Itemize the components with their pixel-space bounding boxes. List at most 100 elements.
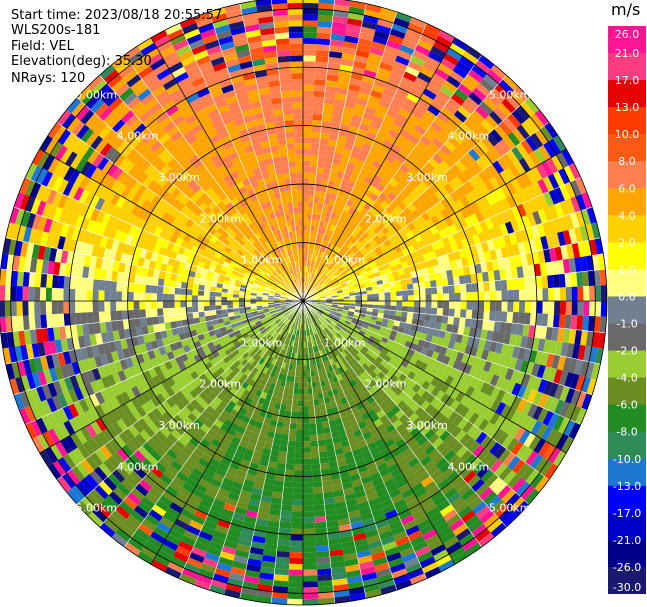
velocity-gate [548, 397, 560, 413]
velocity-gate [329, 39, 345, 47]
velocity-gate [308, 335, 312, 342]
velocity-gate [515, 105, 531, 121]
velocity-gate [225, 534, 240, 544]
velocity-gate [489, 374, 500, 387]
velocity-gate [303, 49, 317, 56]
velocity-gate [384, 438, 396, 448]
velocity-gate [398, 391, 408, 401]
velocity-gate [346, 23, 362, 33]
velocity-gate [306, 317, 310, 324]
velocity-gate [400, 316, 407, 323]
velocity-gate [350, 222, 358, 231]
velocity-gate [508, 333, 517, 346]
velocity-gate [198, 568, 215, 579]
velocity-gate [272, 408, 280, 416]
velocity-gate [315, 333, 320, 340]
velocity-gate [329, 285, 335, 290]
velocity-gate [385, 168, 396, 178]
velocity-gate [312, 487, 324, 494]
velocity-gate [312, 290, 318, 295]
velocity-gate [434, 68, 450, 81]
velocity-gate [303, 108, 314, 115]
velocity-gate [382, 318, 389, 324]
velocity-gate [361, 20, 378, 30]
velocity-gate [501, 153, 514, 168]
velocity-gate [424, 404, 435, 415]
velocity-gate [439, 219, 449, 230]
velocity-gate [463, 118, 477, 132]
velocity-gate [331, 363, 338, 371]
velocity-gate [593, 316, 601, 333]
velocity-gate [414, 466, 427, 478]
velocity-gate [307, 266, 311, 273]
velocity-gate [439, 504, 455, 517]
velocity-gate [454, 301, 461, 310]
velocity-gate [321, 273, 327, 280]
velocity-gate [277, 539, 291, 547]
velocity-gate [382, 139, 394, 150]
velocity-gate [548, 204, 559, 220]
velocity-gate [318, 271, 324, 278]
velocity-gate [316, 312, 322, 317]
velocity-gate [315, 319, 321, 326]
velocity-gate [354, 490, 367, 499]
velocity-gate [344, 277, 352, 282]
velocity-gate [447, 252, 456, 262]
velocity-gate [482, 96, 498, 111]
velocity-gate [447, 454, 461, 467]
velocity-gate [328, 419, 337, 427]
velocity-gate [254, 524, 268, 532]
velocity-gate [513, 301, 520, 313]
velocity-gate [443, 536, 459, 550]
velocity-gate [328, 461, 339, 469]
velocity-gate [258, 506, 271, 515]
velocity-gate [400, 76, 415, 88]
velocity-gate [404, 139, 417, 150]
velocity-gate [281, 504, 293, 512]
velocity-gate [501, 290, 508, 301]
velocity-gate [413, 288, 420, 296]
velocity-gate [472, 444, 485, 458]
velocity-gate [319, 304, 326, 308]
velocity-gate [398, 108, 412, 119]
velocity-gate [514, 334, 523, 348]
velocity-gate [391, 405, 401, 415]
velocity-gate [145, 292, 152, 301]
velocity-gate [474, 210, 485, 223]
velocity-gate [480, 329, 488, 340]
velocity-gate [334, 334, 341, 341]
velocity-gate [330, 401, 338, 409]
velocity-gate [317, 439, 326, 447]
velocity-gate [448, 179, 460, 191]
velocity-gate [331, 231, 338, 239]
velocity-gate [269, 455, 279, 463]
velocity-gate [296, 317, 300, 324]
velocity-gate [293, 482, 303, 489]
velocity-gate [342, 445, 352, 454]
velocity-gate [430, 544, 447, 557]
velocity-gate [303, 382, 308, 389]
velocity-gate [303, 423, 310, 430]
velocity-gate [157, 315, 165, 324]
velocity-gate [585, 255, 594, 272]
velocity-gate [487, 320, 495, 332]
velocity-gate [245, 423, 255, 432]
velocity-gate [457, 361, 467, 373]
velocity-gate [336, 512, 350, 521]
velocity-gate [278, 527, 292, 535]
velocity-gate [493, 142, 507, 157]
velocity-gate [325, 80, 338, 88]
velocity-gate [307, 394, 314, 401]
velocity-gate [470, 201, 481, 214]
velocity-gate [356, 97, 368, 107]
velocity-gate [350, 263, 357, 270]
velocity-gate [515, 217, 526, 231]
velocity-gate [384, 343, 392, 351]
velocity-gate [317, 318, 323, 324]
velocity-gate [227, 297, 233, 301]
velocity-gate [292, 334, 296, 341]
velocity-gate [303, 254, 306, 261]
velocity-gate [332, 245, 338, 252]
velocity-gate [483, 513, 499, 529]
velocity-gate [315, 256, 320, 263]
